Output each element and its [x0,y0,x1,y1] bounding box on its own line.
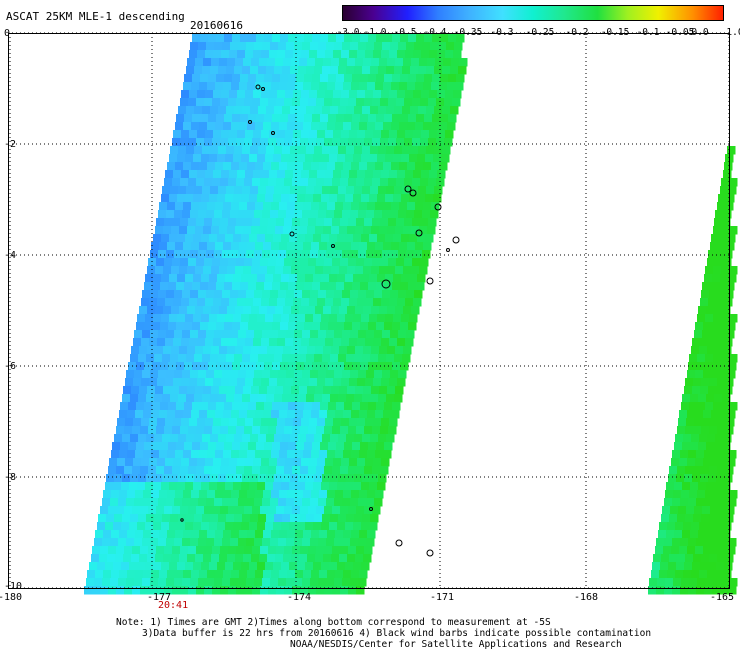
y-tick-label: -4 [4,250,17,261]
x-tick-label: -168 [573,592,599,603]
swath-data-cells [84,34,738,595]
island-outline [415,229,423,237]
x-tick-label: -174 [286,592,312,603]
island-outline [446,248,450,252]
note-line-1: Note: 1) Times are GMT 2)Times along bot… [116,617,551,628]
map-title: ASCAT 25KM MLE-1 descending [6,10,185,23]
color-scale-label: -0.3 [490,27,514,38]
y-tick-label: -10 [4,581,23,592]
map-date: 20160616 [190,19,243,32]
island-outlines [180,84,460,557]
island-outline [289,231,295,237]
island-outline [271,131,275,135]
island-outline [426,277,434,285]
color-scale-bar [342,5,724,21]
island-outline [395,539,403,547]
island-outline [255,84,261,90]
island-outline [381,279,391,289]
swath-time-label: 20:41 [158,600,189,611]
y-tick-label: -6 [4,361,17,372]
island-outline [331,244,335,248]
island-outline [369,507,373,511]
y-tick-label: -8 [4,472,17,483]
y-tick-label: 0 [4,28,11,39]
island-outline [426,549,434,557]
color-scale-label: -0.15 [600,27,630,38]
y-tick-label: -2 [4,139,17,150]
x-tick-label: -171 [429,592,455,603]
island-outline [248,120,252,124]
note-line-3: NOAA/NESDIS/Center for Satellite Applica… [290,639,622,650]
island-outline [261,87,265,91]
island-outline [404,185,412,193]
island-outline [180,518,184,522]
color-scale-label: 1.0 [726,27,740,38]
x-tick-label: -165 [709,592,735,603]
color-scale-label: -1.0 [363,27,387,38]
x-tick-label: -180 [0,592,23,603]
color-scale-label: -0.4 [423,27,447,38]
island-outline [452,236,460,244]
island-outline [409,189,417,197]
map-frame [8,33,730,589]
x-tick-label: -177 [146,592,172,603]
note-line-2: 3)Data buffer is 22 hrs from 20160616 4)… [142,628,652,639]
island-outline [434,203,442,211]
